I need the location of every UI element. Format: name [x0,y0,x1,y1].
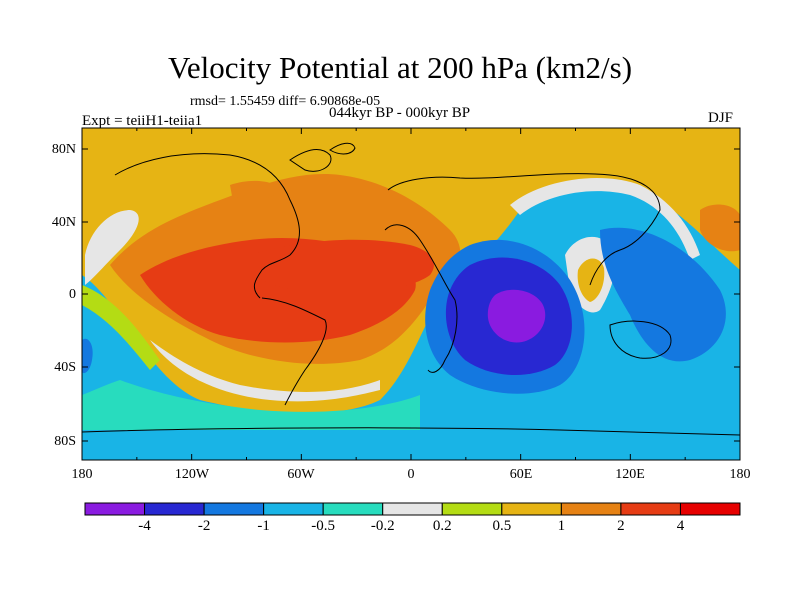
experiment-label: Expt = teiiH1-teiia1 [82,113,203,129]
contour-neg-4 [487,289,546,343]
colorbar-label: 4 [676,518,685,534]
colorbar-label: 2 [617,518,625,534]
colorbar-label: -0.2 [370,518,395,534]
colorbar-label: -2 [197,518,211,534]
colorbar-label: -4 [138,518,151,534]
colorbar-swatch [560,502,622,516]
lat-label-80n: 80N [51,142,76,157]
colorbar-swatch [203,502,265,516]
contour-neg-1b [600,227,726,362]
map-title: Velocity Potential at 200 hPa (km2/s) [167,50,633,85]
contour-neg-0.5 [82,380,420,430]
season-label: DJF [708,110,734,126]
lon-label-120e: 120E [615,467,645,482]
lon-label-180e: 180 [729,467,751,482]
contour-neg-edge [82,338,93,374]
colorbar-swatch [144,502,205,516]
colorbar-label: 1 [557,518,566,534]
colorbar-swatch [679,502,741,516]
colorbar-swatch [382,502,443,516]
contour-fill [82,128,740,460]
colorbar-swatch [263,502,324,516]
colorbar-label: -1 [257,518,270,534]
contour-zero-arc [510,177,700,260]
period-label: 044kyr BP - 000kyr BP [329,105,471,121]
axis-ticks [81,128,741,460]
colorbar-swatch [441,502,503,516]
contour-2b [248,239,434,293]
lat-label-40s: 40S [54,360,76,375]
lon-label-180w: 180 [71,467,93,482]
contour-np2 [230,180,280,200]
lon-label-120w: 120W [174,467,210,482]
lon-label-60e: 60E [509,467,533,482]
coastlines [82,142,740,436]
contour-green-south [82,285,160,370]
lon-label-0: 0 [407,467,415,482]
colorbar-label: -0.5 [311,518,336,534]
stats-line: rmsd= 1.55459 diff= 6.90868e-05 [190,94,381,109]
colorbar-swatch [501,502,562,516]
colorbar-label: 0.5 [492,518,512,534]
lon-label-60w: 60W [287,467,315,482]
contour-zero-sa [150,340,380,402]
colorbar-swatch [322,502,384,516]
lat-label-40n: 40N [51,215,76,230]
colorbar-swatch [84,502,146,516]
contour-np [700,204,740,252]
contour-zero-west [85,210,139,285]
colorbar-swatch [620,502,681,516]
lat-label-80s: 80S [54,434,76,449]
colorbar-label: 0.2 [432,518,452,534]
colorbar [84,502,741,516]
lat-label-0: 0 [69,287,76,302]
